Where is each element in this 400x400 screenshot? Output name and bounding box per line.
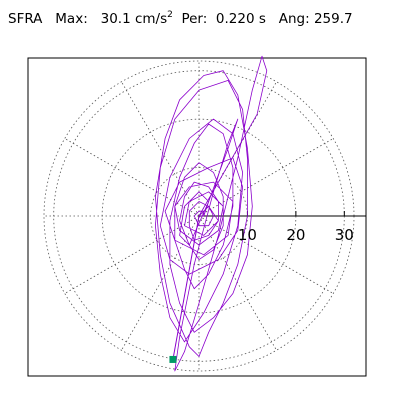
grid-spoke [64, 138, 200, 217]
station-name: SFRA [8, 11, 43, 27]
grid-spoke [198, 138, 334, 217]
motion-trace-layer [154, 55, 268, 372]
grid-spoke [121, 81, 200, 217]
peak-direction-line [172, 215, 200, 360]
max-unit-exponent: 2 [167, 10, 173, 20]
tick-label: 10 [238, 226, 257, 244]
chart-header: SFRA Max: 30.1 cm/s2 Per: 0.220 s Ang: 2… [8, 10, 353, 27]
plot-frame [27, 57, 367, 377]
tick-label: 20 [286, 226, 305, 244]
peak-marker [169, 355, 177, 363]
grid-spoke [198, 215, 277, 351]
angle-value: 259.7 [313, 11, 353, 27]
grid-spoke [198, 215, 334, 294]
period-value: 0.220 s [215, 11, 266, 27]
max-unit: cm/s [134, 11, 168, 27]
angle-label: Ang: [278, 11, 310, 27]
grid-spoke [64, 215, 200, 294]
particle-motion-trace [154, 55, 268, 372]
max-label: Max: [55, 11, 88, 27]
polar-grid [43, 60, 366, 372]
grid-spoke [121, 215, 200, 351]
tick-label-layer: 10 20 30 [238, 226, 354, 244]
period-label: Per: [181, 11, 208, 27]
tick-label: 30 [335, 226, 354, 244]
max-value: 30.1 [100, 11, 131, 27]
